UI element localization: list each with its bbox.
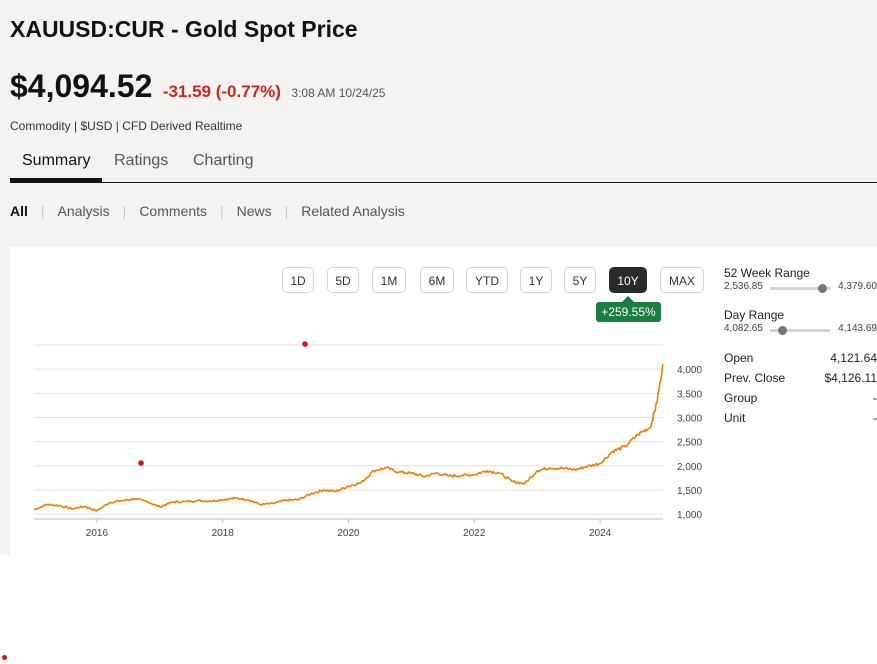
current-price: $4,094.52 (10, 68, 153, 104)
stat-value: $4,126.11 (824, 371, 877, 385)
main-tabs: Summary Ratings Charting (10, 138, 877, 183)
price-chart[interactable]: 1,000 1,500 2,000 2,500 3,000 3,500 4,000 2016… (10, 247, 710, 555)
stat-value: 4,121.64 (830, 351, 877, 365)
x-tick-label: 2016 (86, 528, 109, 539)
y-tick-label: 1,500 (677, 486, 702, 497)
separator: | (220, 203, 224, 219)
page-background: XAUUSD:CUR - Gold Spot Price $4,094.52 -… (0, 0, 877, 555)
chart-gridlines (34, 344, 663, 520)
chart-event-marker[interactable] (138, 460, 144, 466)
range-button-1y[interactable]: 1Y (520, 267, 552, 293)
price-series-line (33, 364, 664, 512)
filter-comments[interactable]: Comments (139, 203, 207, 219)
day-low: 4,082.65 (724, 323, 763, 334)
x-tick-label: 2024 (589, 528, 612, 539)
active-tab-indicator (10, 178, 102, 182)
range-button-1d[interactable]: 1D (282, 267, 314, 293)
instrument-subtitle: Commodity | $USD | CFD Derived Realtime (10, 119, 243, 133)
day-range-label: Day Range (724, 308, 785, 322)
stat-prev-close: Prev. Close $4,126.11 (724, 371, 877, 389)
range-button-max[interactable]: MAX (660, 267, 704, 293)
y-tick-label: 3,000 (677, 414, 702, 425)
performance-badge: +259.55% (596, 302, 661, 322)
stat-unit: Unit - (724, 411, 877, 429)
y-axis-ticks: 1,000 1,500 2,000 2,500 3,000 3,500 4,000 (677, 365, 702, 521)
y-tick-label: 2,000 (677, 462, 702, 473)
price-change: -31.59 (-0.77%) (162, 82, 281, 101)
week52-range: 2,536.85 4,379.60 (724, 280, 877, 294)
filter-analysis[interactable]: Analysis (57, 203, 110, 219)
range-button-6m[interactable]: 6M (420, 267, 454, 293)
filter-news[interactable]: News (236, 203, 272, 219)
week52-range-label: 52 Week Range (724, 266, 810, 280)
filter-all[interactable]: All (10, 203, 28, 219)
separator: | (40, 203, 45, 219)
stat-label: Prev. Close (724, 371, 786, 385)
range-button-ytd[interactable]: YTD (466, 267, 508, 293)
day-range-track (770, 326, 830, 335)
page-marker-dot (2, 655, 7, 660)
separator: | (122, 203, 127, 219)
tab-summary[interactable]: Summary (22, 152, 91, 169)
week52-high: 4,379.60 (838, 281, 877, 292)
tab-ratings[interactable]: Ratings (114, 152, 169, 169)
y-tick-label: 4,000 (677, 365, 702, 376)
x-tick-label: 2020 (337, 528, 360, 539)
content-filter-nav: All | Analysis | Comments | News | Related Analy… (10, 203, 405, 219)
x-axis-ticks: 2016 2018 2020 2022 2024 (86, 519, 612, 539)
y-tick-label: 3,500 (677, 389, 702, 400)
stat-value: - (873, 411, 877, 425)
y-tick-label: 1,000 (677, 510, 702, 521)
stats-panel: 52 Week Range 2,536.85 4,379.60 Day Rang… (724, 266, 877, 425)
week52-range-marker (818, 284, 828, 293)
stat-label: Open (724, 351, 754, 365)
x-tick-label: 2022 (463, 528, 486, 539)
range-button-10y[interactable]: 10Y (609, 267, 647, 293)
range-button-5d[interactable]: 5D (327, 267, 359, 293)
range-button-1m[interactable]: 1M (372, 267, 406, 293)
stat-label: Group (724, 391, 758, 405)
y-tick-label: 2,500 (677, 438, 702, 449)
page-title: XAUUSD:CUR - Gold Spot Price (10, 16, 358, 42)
chart-event-marker[interactable] (302, 341, 308, 347)
x-tick-label: 2018 (212, 528, 235, 539)
stat-label: Unit (724, 411, 746, 425)
range-button-5y[interactable]: 5Y (564, 267, 596, 293)
price-row: $4,094.52 -31.59 (-0.77%) 3:08 AM 10/24/… (10, 68, 385, 105)
performance-badge-caret (622, 296, 634, 302)
week52-range-track (770, 284, 830, 293)
stat-group: Group - (724, 391, 877, 409)
separator: | (284, 203, 289, 219)
filter-related-analysis[interactable]: Related Analysis (301, 203, 405, 219)
tab-charting[interactable]: Charting (193, 152, 254, 169)
stat-open: Open 4,121.64 (724, 351, 877, 369)
chart-panel: 1D 5D 1M 6M YTD 1Y 5Y 10Y MAX +259.55% 1… (10, 247, 877, 555)
day-high: 4,143.69 (838, 323, 877, 334)
stat-value: - (873, 391, 877, 405)
week52-low: 2,536.85 (724, 281, 763, 292)
day-range-marker (778, 326, 787, 335)
price-timestamp: 3:08 AM 10/24/25 (291, 86, 386, 100)
day-range: 4,082.65 4,143.69 (724, 322, 877, 336)
